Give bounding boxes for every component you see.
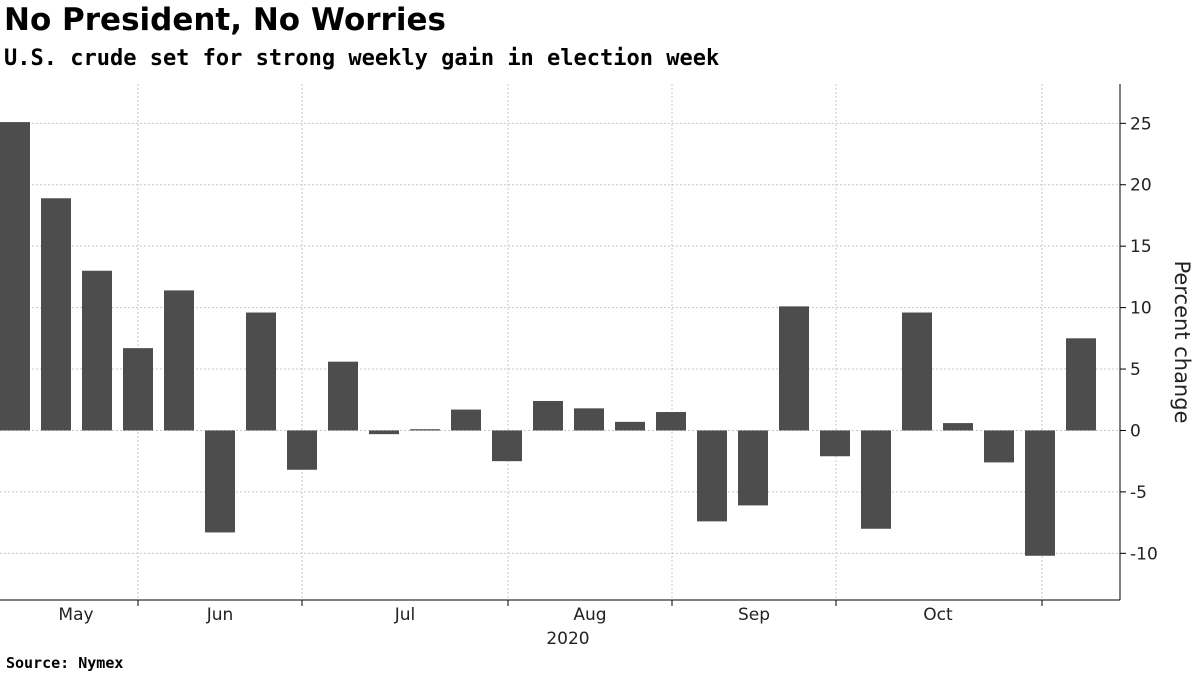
- x-tick-label: Jun: [206, 605, 234, 625]
- source-note: Source: Nymex: [6, 654, 124, 672]
- bar: [492, 430, 522, 462]
- y-tick-label: -5: [1130, 483, 1147, 503]
- bar: [533, 400, 563, 431]
- x-axis-year-label: 2020: [546, 629, 589, 649]
- bar: [697, 430, 727, 522]
- gridlines: [0, 84, 1120, 600]
- bar: [1066, 338, 1096, 431]
- bar: [1025, 430, 1055, 556]
- chart-title: No President, No Worries: [4, 2, 446, 38]
- bar: [451, 409, 481, 431]
- y-axis-title: Percent change: [1170, 261, 1194, 424]
- bar: [0, 122, 30, 431]
- bar: [164, 290, 194, 431]
- x-tick-label: Jul: [394, 605, 416, 625]
- bar: [410, 429, 440, 431]
- bar: [123, 348, 153, 431]
- y-tick-label: 25: [1130, 114, 1152, 134]
- bar: [656, 412, 686, 431]
- bar: [861, 430, 891, 529]
- bar: [205, 430, 235, 533]
- bar: [328, 361, 358, 431]
- axes: [0, 84, 1126, 606]
- y-tick-label: 15: [1130, 237, 1152, 257]
- y-tick-label: 10: [1130, 299, 1152, 319]
- bars: [0, 122, 1096, 556]
- bar: [820, 430, 850, 457]
- bar: [779, 306, 809, 431]
- bar: [738, 430, 768, 506]
- bar: [615, 421, 645, 431]
- y-tick-label: 5: [1130, 360, 1141, 380]
- y-tick-label: 20: [1130, 176, 1152, 196]
- axis-labels: -10 -5 0 5 10 15 20 25 May Jun Jul Aug Sep Oct: [58, 114, 1157, 625]
- bar: [574, 408, 604, 431]
- bar: [902, 312, 932, 431]
- bar: [82, 270, 112, 431]
- x-tick-label: Sep: [738, 605, 770, 625]
- x-tick-label: Aug: [573, 605, 606, 625]
- x-tick-label: Oct: [923, 605, 953, 625]
- bar: [943, 423, 973, 431]
- bar: [41, 198, 71, 431]
- bar: [246, 312, 276, 431]
- chart-subtitle: U.S. crude set for strong weekly gain in…: [4, 46, 720, 71]
- x-tick-label: May: [58, 605, 93, 625]
- bar: [984, 430, 1014, 463]
- bar: [287, 430, 317, 470]
- y-tick-label: -10: [1130, 544, 1158, 564]
- bar: [369, 430, 399, 435]
- y-tick-label: 0: [1130, 421, 1141, 441]
